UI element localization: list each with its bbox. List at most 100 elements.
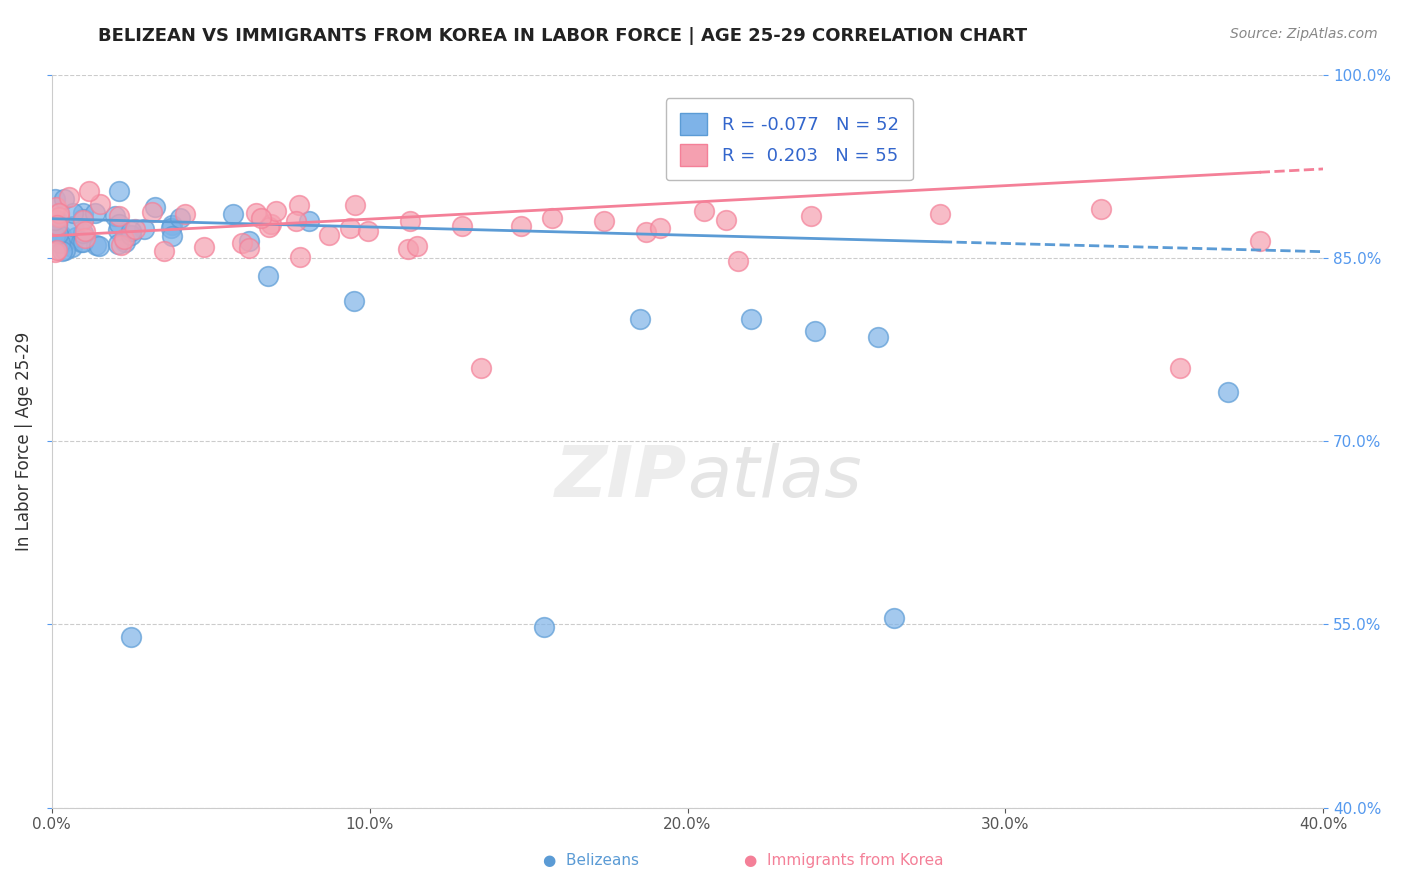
Point: [60, 240, 83, 254]
Point: [112, 232, 135, 246]
Point: [49, 227, 72, 242]
Point: [1216, 385, 1239, 400]
Point: [45, 217, 67, 231]
Point: [868, 330, 890, 344]
Point: [141, 204, 163, 219]
Point: [284, 214, 307, 228]
Point: [44, 192, 66, 206]
Point: [120, 630, 142, 644]
Point: [510, 219, 533, 234]
Point: [1168, 360, 1191, 375]
Point: [104, 209, 127, 223]
Point: [288, 198, 311, 212]
Point: [169, 211, 191, 226]
Point: [238, 235, 260, 249]
Point: [84, 238, 107, 252]
Point: [160, 220, 183, 235]
Point: [257, 219, 280, 234]
Point: [343, 293, 366, 308]
Point: [264, 204, 287, 219]
Point: [222, 207, 245, 221]
Point: [89, 197, 111, 211]
Point: [592, 214, 614, 228]
Point: [257, 269, 280, 284]
Point: [72, 212, 94, 227]
Y-axis label: In Labor Force | Age 25-29: In Labor Force | Age 25-29: [15, 332, 32, 550]
Point: [62, 219, 84, 234]
Point: [46, 213, 69, 227]
Point: [344, 197, 367, 211]
Point: [114, 235, 136, 250]
Point: [72, 211, 94, 226]
Text: ZIP: ZIP: [555, 443, 688, 512]
Point: [533, 620, 555, 634]
Point: [65, 230, 87, 244]
Point: [648, 221, 671, 235]
Point: [58, 190, 80, 204]
Point: [53, 243, 76, 257]
Point: [53, 192, 76, 206]
Point: [245, 205, 267, 219]
Point: [250, 211, 273, 225]
Point: [714, 212, 737, 227]
Point: [75, 224, 97, 238]
Point: [75, 231, 97, 245]
Point: [62, 206, 84, 220]
Point: [107, 236, 129, 251]
Text: atlas: atlas: [688, 443, 862, 512]
Point: [727, 254, 749, 268]
Point: [69, 235, 91, 250]
Point: [470, 360, 492, 375]
Point: [44, 213, 66, 227]
Point: [72, 206, 94, 220]
Point: [288, 250, 311, 264]
Point: [108, 184, 131, 198]
Point: [87, 239, 110, 253]
Point: [450, 219, 472, 233]
Point: [44, 229, 66, 244]
Point: [107, 223, 129, 237]
Point: [929, 206, 952, 220]
Point: [1249, 235, 1271, 249]
Point: [406, 238, 429, 252]
Point: [193, 240, 215, 254]
Point: [339, 220, 361, 235]
Point: [120, 228, 142, 243]
Point: [740, 312, 762, 326]
Point: [72, 226, 94, 240]
Point: [77, 184, 100, 198]
Point: [628, 312, 651, 326]
Text: Source: ZipAtlas.com: Source: ZipAtlas.com: [1230, 27, 1378, 41]
Point: [124, 222, 146, 236]
Text: ●  Belizeans: ● Belizeans: [543, 854, 638, 868]
Point: [160, 229, 183, 244]
Point: [120, 224, 142, 238]
Point: [540, 211, 562, 225]
Point: [143, 200, 166, 214]
Point: [693, 204, 716, 219]
Legend: R = -0.077   N = 52, R =  0.203   N = 55: R = -0.077 N = 52, R = 0.203 N = 55: [665, 98, 912, 180]
Point: [399, 214, 422, 228]
Text: ●  Immigrants from Korea: ● Immigrants from Korea: [744, 854, 943, 868]
Point: [44, 245, 66, 260]
Point: [110, 237, 132, 252]
Point: [803, 324, 825, 338]
Point: [45, 218, 67, 232]
Point: [318, 228, 340, 243]
Point: [231, 235, 253, 250]
Point: [48, 210, 70, 224]
Point: [634, 225, 657, 239]
Point: [396, 242, 419, 256]
Point: [108, 218, 131, 232]
Point: [45, 200, 67, 214]
Point: [132, 221, 155, 235]
Point: [44, 225, 66, 239]
Point: [48, 205, 70, 219]
Point: [260, 217, 283, 231]
Point: [51, 244, 73, 258]
Point: [52, 235, 75, 250]
Point: [108, 209, 131, 223]
Point: [174, 207, 197, 221]
Point: [45, 243, 67, 257]
Point: [72, 235, 94, 249]
